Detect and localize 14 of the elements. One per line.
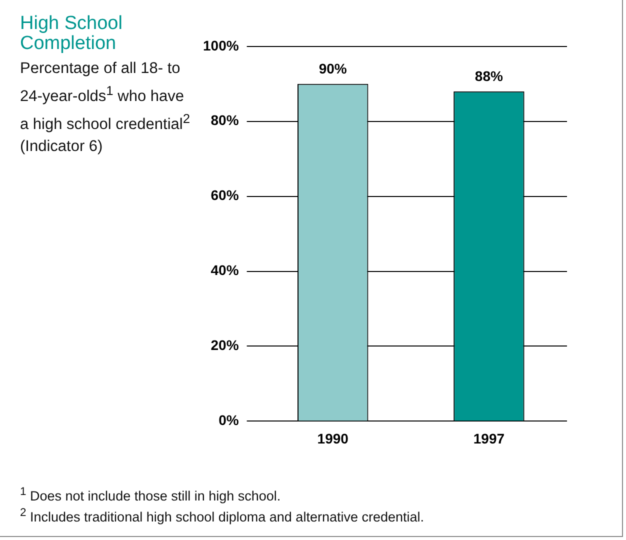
text: $^{2}$ Includes traditional high school diploma and alternative credential. <box>20 506 424 525</box>
x-tick-label: 1990 <box>317 430 349 446</box>
y-tick-label: 80% <box>210 112 240 128</box>
text: $^{1}$ Does not include those still in high school. <box>20 485 282 504</box>
y-tick-label: 20% <box>210 337 240 354</box>
text: Percentage of all 18- to 24-year-olds$^{1}$ who have a high school credential$^{2}$ (Indicator 6) <box>20 60 190 156</box>
x-tick-label: 1997 <box>473 430 505 446</box>
text: High School Completion <box>20 13 124 54</box>
y-tick-label: 60% <box>210 187 240 204</box>
y-tick-label: 100% <box>202 37 240 54</box>
data-label: 88% <box>474 68 504 84</box>
data-label: 90% <box>318 60 348 77</box>
y-tick-label: 40% <box>210 262 240 278</box>
y-tick-label: 0% <box>218 412 240 428</box>
